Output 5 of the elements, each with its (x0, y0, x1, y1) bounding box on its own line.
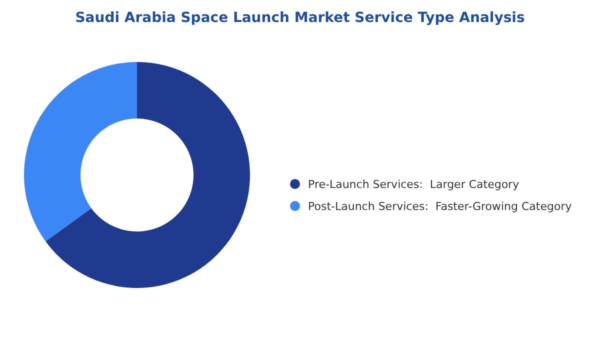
chart-title: Saudi Arabia Space Launch Market Service Type Analysis (75, 10, 525, 26)
donut-slice (24, 62, 137, 242)
legend-label: Pre-Launch Services: Larger Category (308, 178, 520, 191)
donut-slice (46, 62, 250, 288)
legend-label: Post-Launch Services: Faster-Growing Category (308, 200, 572, 213)
